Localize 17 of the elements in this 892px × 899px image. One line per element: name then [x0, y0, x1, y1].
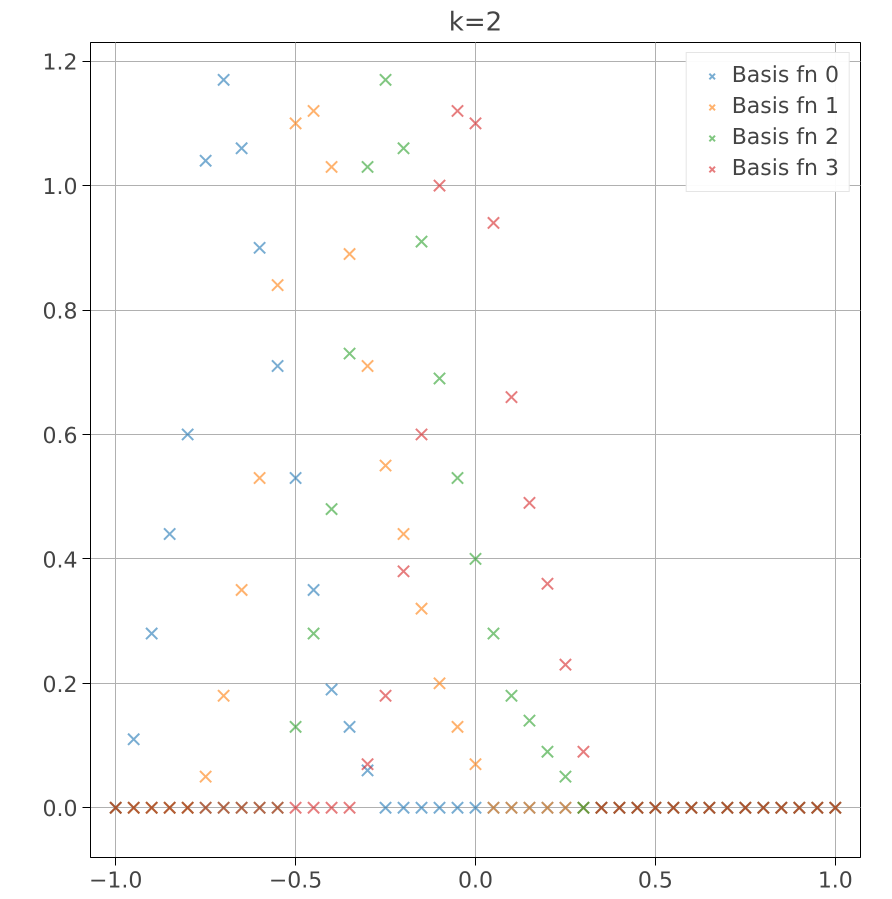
legend-label: Basis fn 1 — [732, 94, 839, 119]
x-tick-label: 0.0 — [458, 868, 494, 894]
legend-label: Basis fn 0 — [732, 63, 839, 88]
x-tick-label: 0.5 — [638, 868, 673, 894]
y-tick-label: 1.2 — [42, 50, 78, 76]
y-tick-label: 0.0 — [42, 797, 78, 822]
chart-title: k=2 — [448, 8, 502, 38]
legend-label: Basis fn 3 — [732, 156, 839, 181]
y-tick-label: 0.4 — [42, 548, 78, 574]
y-tick-label: 0.2 — [42, 672, 78, 698]
y-tick-label: 0.8 — [42, 300, 78, 325]
x-tick-label: −1.0 — [88, 868, 142, 894]
y-tick-label: 1.0 — [42, 175, 78, 200]
x-tick-label: 1.0 — [818, 868, 853, 894]
x-tick-label: −0.5 — [268, 868, 322, 894]
legend-label: Basis fn 2 — [732, 125, 839, 150]
y-tick-label: 0.6 — [42, 424, 78, 449]
